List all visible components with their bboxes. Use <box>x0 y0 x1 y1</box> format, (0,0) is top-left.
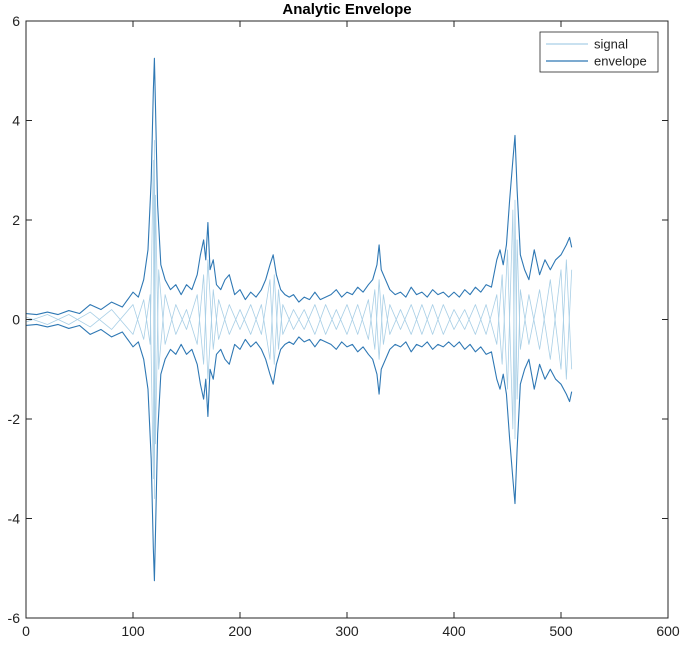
series-line-envelope-lower <box>25 323 573 582</box>
x-tick-label: 300 <box>335 623 359 639</box>
y-tick-label: 4 <box>12 113 20 129</box>
y-tick-label: 6 <box>12 13 20 29</box>
series-line-envelope <box>25 57 573 316</box>
legend: signal envelope <box>539 31 659 73</box>
y-tick-label: 2 <box>12 212 20 228</box>
legend-box <box>539 31 659 73</box>
x-tick-label: 0 <box>22 623 30 639</box>
x-tick-label: 600 <box>656 623 680 639</box>
y-tick-label: -2 <box>8 411 21 427</box>
y-tick-label: -6 <box>8 610 21 626</box>
series-line-signal-mirror <box>25 139 573 480</box>
plot-background <box>26 21 668 618</box>
y-tick-label: -4 <box>8 511 21 527</box>
axes: 0 100 200 300 400 500 600 -6 -4 -2 0 2 4 6 <box>8 13 680 639</box>
chart-title: Analytic Envelope <box>282 1 411 18</box>
x-tick-label: 400 <box>442 623 466 639</box>
x-tick-label: 100 <box>121 623 145 639</box>
x-tick-label: 500 <box>549 623 573 639</box>
y-tick-label: 0 <box>12 312 20 328</box>
legend-label-envelope: envelope <box>594 54 647 69</box>
plot-area <box>25 21 668 618</box>
legend-label-signal: signal <box>594 37 628 52</box>
x-tick-label: 200 <box>228 623 252 639</box>
